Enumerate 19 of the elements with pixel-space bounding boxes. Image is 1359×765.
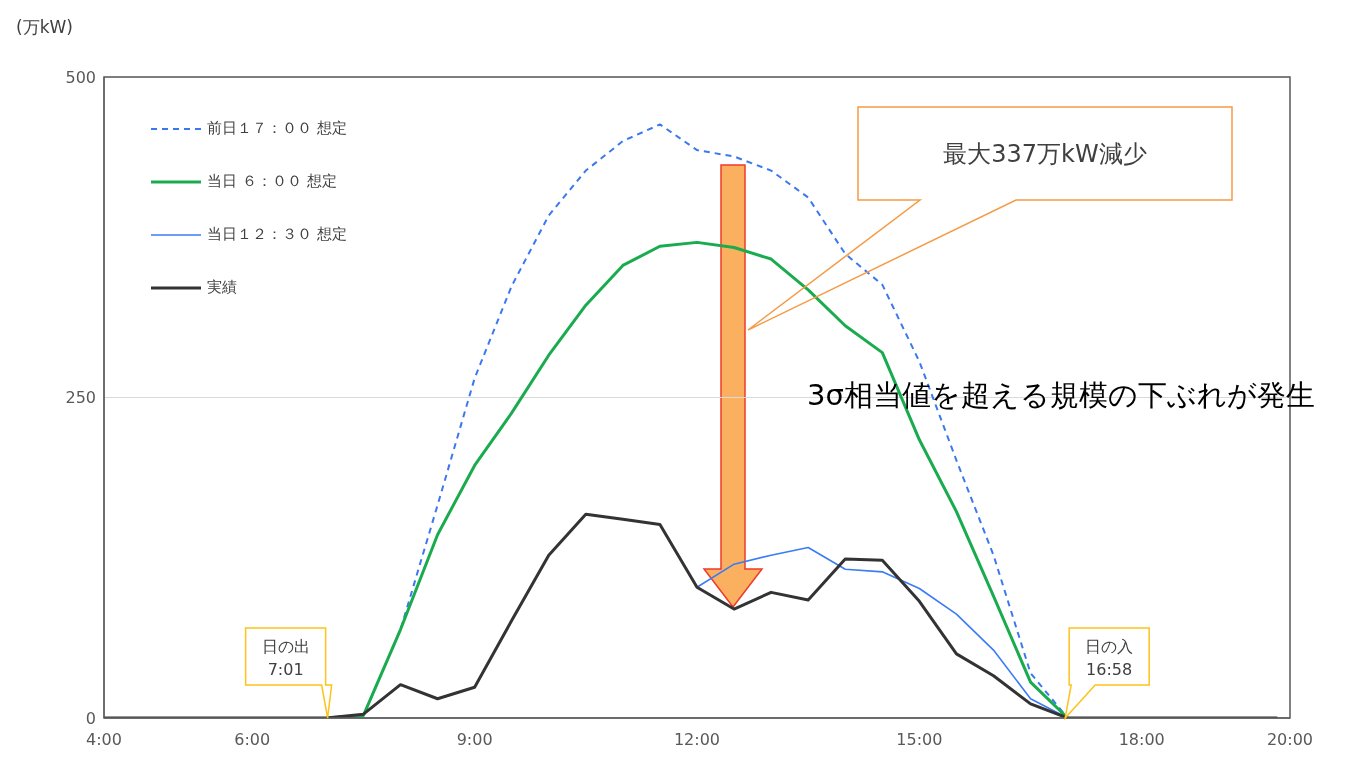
legend-label: 当日１２：３０ 想定 xyxy=(207,225,347,244)
x-tick-label: 20:00 xyxy=(1266,730,1314,750)
annotation: 日の入 16:58 xyxy=(1085,636,1134,679)
annotation: 3σ相当値を超える規模の下ぶれが発生 xyxy=(807,378,1315,412)
x-tick-label: 12:00 xyxy=(673,730,721,750)
y-tick-label: 0 xyxy=(85,708,96,728)
x-tick-label: 6:00 xyxy=(234,730,271,750)
legend-label: 実績 xyxy=(207,278,237,297)
y-tick-label: 500 xyxy=(65,67,96,87)
annotation: 日の出 7:01 xyxy=(261,636,310,679)
x-tick-label: 4:00 xyxy=(86,730,122,750)
legend-label: 当日 ６：００ 想定 xyxy=(207,172,337,191)
x-tick-label: 9:00 xyxy=(456,730,493,750)
x-tick-label: 18:00 xyxy=(1118,730,1165,750)
legend-label: 前日１７：００ 想定 xyxy=(207,119,347,138)
x-tick-label: 15:00 xyxy=(896,730,943,750)
annotation: 最大337万kW減少 xyxy=(943,140,1147,168)
y-axis-title: (万kW) xyxy=(16,16,73,39)
y-tick-label: 250 xyxy=(65,388,96,408)
